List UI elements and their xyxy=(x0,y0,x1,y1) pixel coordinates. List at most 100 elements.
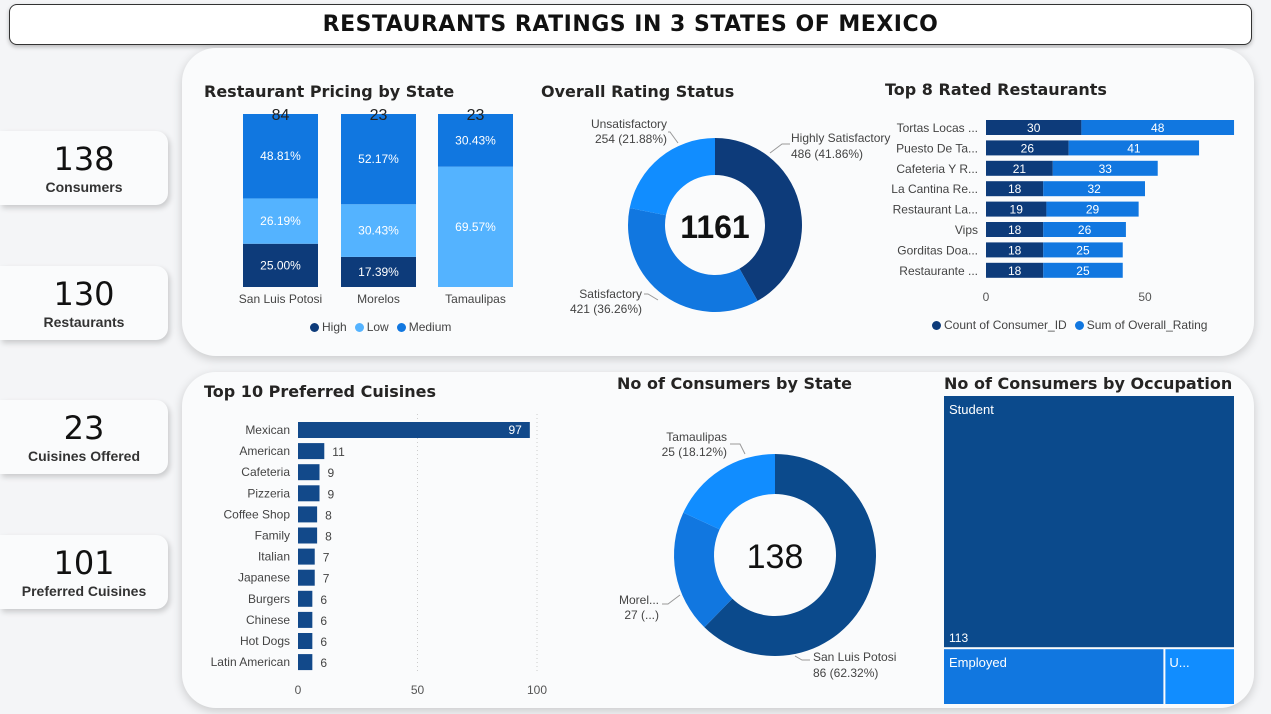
treemap-cell-student[interactable] xyxy=(944,396,1234,648)
top-bar-rating[interactable] xyxy=(1043,222,1126,237)
cuisine-x-tick: 100 xyxy=(527,683,547,697)
kpi-card-preferred-cuisines[interactable]: 101 Preferred Cuisines xyxy=(0,535,168,609)
legend-item-low[interactable]: Low xyxy=(354,320,389,334)
kpi-card-restaurants[interactable]: 130 Restaurants xyxy=(0,266,168,340)
cuisine-x-tick: 0 xyxy=(295,683,302,697)
pricing-bar-segment[interactable] xyxy=(438,166,513,287)
rating-leader-line[interactable] xyxy=(644,293,659,301)
top-restaurants-bar-chart[interactable]: 30 48 Tortas Locas ... 26 41 Puesto De Ta... 2… xyxy=(880,112,1250,312)
rating-leader-line[interactable] xyxy=(668,131,679,144)
pricing-bar-segment[interactable] xyxy=(341,204,416,257)
legend-item-high[interactable]: High xyxy=(310,320,347,334)
cuisine-value-label: 6 xyxy=(320,656,327,670)
state-leader-line[interactable] xyxy=(662,594,681,605)
donut-slice[interactable] xyxy=(628,208,758,312)
top-bar-rating[interactable] xyxy=(1046,201,1139,217)
treemap-cell-other[interactable] xyxy=(1165,649,1234,704)
cuisine-bar[interactable] xyxy=(298,654,313,671)
cuisine-bar[interactable] xyxy=(298,611,313,628)
cuisine-bar[interactable] xyxy=(298,633,313,649)
rating-center-total: 1161 xyxy=(680,209,749,245)
top-bar-count[interactable] xyxy=(986,140,1069,156)
top-bar-rating[interactable] xyxy=(1081,120,1235,135)
donut-slice[interactable] xyxy=(629,138,715,216)
cuisine-category-label: American xyxy=(239,444,290,458)
legend-item-count[interactable]: Count of Consumer_ID xyxy=(932,318,1067,332)
kpi-card-consumers[interactable]: 138 Consumers xyxy=(0,131,168,205)
donut-slice[interactable] xyxy=(704,454,876,656)
top-bar-rating[interactable] xyxy=(1043,262,1123,278)
top-bar-count-label: 26 xyxy=(1021,141,1035,155)
top-bar-rating[interactable] xyxy=(1043,242,1123,258)
pricing-bar-segment[interactable] xyxy=(243,243,318,287)
top-bar-rating-label: 33 xyxy=(1099,162,1113,176)
legend-dot-high xyxy=(310,322,319,332)
donut-slice[interactable] xyxy=(715,138,802,301)
treemap-cell-employed[interactable] xyxy=(944,649,1164,704)
state-donut-chart[interactable]: 138 San Luis Potosi 86 (62.32%) Morel...27 … xyxy=(600,420,920,690)
top-category-label: La Cantina Re... xyxy=(891,182,978,196)
top-bar-rating-label: 29 xyxy=(1086,203,1100,217)
pricing-bar-segment[interactable] xyxy=(243,198,318,244)
state-leader-line[interactable] xyxy=(730,443,746,455)
cuisine-bar[interactable] xyxy=(298,548,315,565)
top-bar-rating-label: 32 xyxy=(1087,182,1101,196)
cuisine-bar[interactable] xyxy=(298,569,315,586)
top-bar-count[interactable] xyxy=(986,242,1044,258)
top-bar-count[interactable] xyxy=(986,262,1044,278)
cuisine-category-label: Hot Dogs xyxy=(240,634,290,648)
legend-item-medium[interactable]: Medium xyxy=(396,320,451,334)
state-leader-line[interactable] xyxy=(794,655,810,661)
pricing-bar-segment[interactable] xyxy=(341,256,416,287)
legend-dot-low xyxy=(354,322,364,332)
top-category-label: Vips xyxy=(955,223,978,237)
kpi-value: 23 xyxy=(63,409,105,447)
pricing-bar-segment[interactable] xyxy=(438,114,513,167)
pricing-stacked-bar-chart[interactable]: 25.00% 26.19% 48.81% 84 San Luis Potosi 17.39… xyxy=(200,100,530,310)
cuisine-value-label: 6 xyxy=(320,635,327,649)
top-bar-rating-label: 48 xyxy=(1151,121,1165,135)
legend-item-sum[interactable]: Sum of Overall_Rating xyxy=(1074,318,1207,332)
top-bar-rating[interactable] xyxy=(1043,181,1145,197)
rating-leader-line[interactable] xyxy=(769,143,790,154)
dashboard-title: RESTAURANTS RATINGS IN 3 STATES OF MEXIC… xyxy=(322,12,939,37)
donut-slice[interactable] xyxy=(674,512,733,628)
top-category-label: Gorditas Doa... xyxy=(897,243,978,257)
top-category-label: Tortas Locas ... xyxy=(897,121,978,135)
cuisine-bar[interactable] xyxy=(298,485,320,502)
pricing-bar-segment[interactable] xyxy=(243,114,318,199)
cuisine-bar[interactable] xyxy=(298,464,320,481)
donut-slice[interactable] xyxy=(683,454,775,530)
kpi-value: 138 xyxy=(53,140,115,178)
kpi-card-cuisines-offered[interactable]: 23 Cuisines Offered xyxy=(0,400,168,474)
pricing-bar-segment[interactable] xyxy=(341,114,416,205)
cuisine-category-label: Family xyxy=(255,529,290,543)
top-bar-count[interactable] xyxy=(986,181,1044,197)
cuisine-bar[interactable] xyxy=(298,590,313,607)
pricing-segment-label: 30.43% xyxy=(358,224,399,238)
cuisine-value-label: 7 xyxy=(323,551,330,565)
occupation-treemap[interactable]: Student 113 Employed U... xyxy=(944,396,1235,706)
cuisine-bar[interactable] xyxy=(298,443,325,460)
pricing-total-label: 84 xyxy=(272,107,290,124)
rating-donut-chart[interactable]: 1161 Highly Satisfactory 486 (41.86%) Satis… xyxy=(560,108,900,323)
cuisine-category-label: Latin American xyxy=(211,655,290,669)
state-slice-value: 86 (62.32%) xyxy=(813,666,878,680)
top-bar-count[interactable] xyxy=(986,201,1047,217)
top-category-label: Restaurante ... xyxy=(899,264,978,278)
top-bar-rating[interactable] xyxy=(1068,140,1200,156)
top-bar-rating[interactable] xyxy=(1052,160,1158,176)
cuisine-bar[interactable] xyxy=(298,527,318,544)
top-bar-count-label: 18 xyxy=(1008,243,1022,257)
top-restaurants-legend: Count of Consumer_ID Sum of Overall_Rati… xyxy=(932,318,1207,332)
top-bar-count[interactable] xyxy=(986,120,1082,135)
top-category-label: Puesto De Ta... xyxy=(896,141,978,155)
state-slice-value: 27 (...) xyxy=(624,608,659,622)
cuisine-value-label: 7 xyxy=(323,572,330,586)
cuisine-bar[interactable] xyxy=(298,506,318,523)
top-bar-count[interactable] xyxy=(986,222,1044,237)
top-bar-count[interactable] xyxy=(986,160,1053,176)
top-bar-count-label: 18 xyxy=(1008,264,1022,278)
cuisine-bar[interactable] xyxy=(298,422,530,438)
